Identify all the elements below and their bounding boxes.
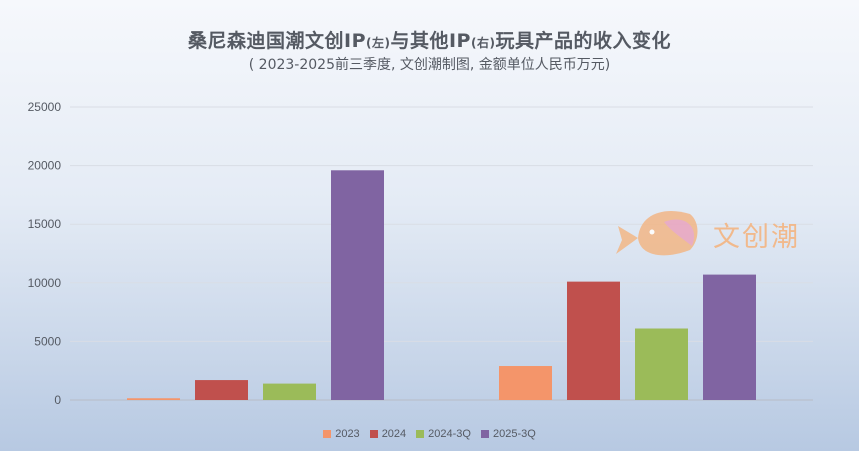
title-part3: 玩具产品的收入变化 (495, 30, 671, 52)
legend-item: 2024 (369, 428, 407, 440)
legend-label: 2023 (335, 428, 360, 440)
y-tick-label: 15000 (28, 217, 62, 231)
y-tick-label: 25000 (28, 100, 62, 114)
watermark-fish-fin (664, 219, 695, 246)
legend-label: 2025-3Q (492, 428, 536, 440)
bar-2023-group-1 (127, 398, 180, 400)
chart-subtitle: ( 2023-2025前三季度, 文创潮制图, 金额单位人民币万元) (248, 57, 611, 73)
title-note-right: (右) (470, 36, 496, 50)
bar-2024-3q-group-2 (635, 328, 688, 400)
y-tick-label: 10000 (28, 276, 62, 290)
legend-swatch (323, 430, 332, 438)
y-tick-label: 20000 (28, 159, 62, 173)
title-note-left: (左) (366, 36, 391, 50)
title-part1: 桑尼森迪国潮文创IP (188, 30, 366, 52)
legend-swatch (416, 430, 425, 438)
gridlines (70, 106, 813, 401)
chart-legend: 2023 2024 2024-3Q 2025-3Q (0, 428, 859, 440)
bar-2025-3q-group-2 (703, 274, 756, 400)
y-tick-label: 0 (54, 393, 61, 407)
watermark-logo (616, 211, 698, 256)
title-part2: 与其他IP (390, 30, 471, 52)
legend-label: 2024 (381, 428, 407, 440)
bars (127, 170, 756, 400)
chart-title: 桑尼森迪国潮文创IP(左)与其他IP(右)玩具产品的收入变化 (0, 26, 859, 53)
legend-swatch (369, 430, 378, 438)
legend-label: 2024-3Q (428, 428, 471, 440)
bar-2025-3q-group-1 (331, 170, 384, 400)
watermark-fish-tail (616, 226, 638, 254)
legend-swatch (480, 430, 489, 438)
watermark-text: 文创潮 (713, 222, 800, 253)
y-tick-label: 5000 (34, 334, 61, 348)
legend-item: 2025-3Q (480, 428, 536, 440)
bar-2024-group-1 (195, 380, 248, 400)
y-axis-ticks: 0 5000 10000 15000 20000 25000 (28, 100, 62, 407)
legend-item: 2024-3Q (416, 428, 471, 440)
bar-2024-group-2 (567, 281, 620, 400)
legend-item: 2023 (323, 428, 360, 440)
bar-2023-group-2 (499, 366, 552, 400)
watermark-fish-eye (649, 229, 655, 235)
bar-2024-3q-group-1 (263, 383, 316, 400)
